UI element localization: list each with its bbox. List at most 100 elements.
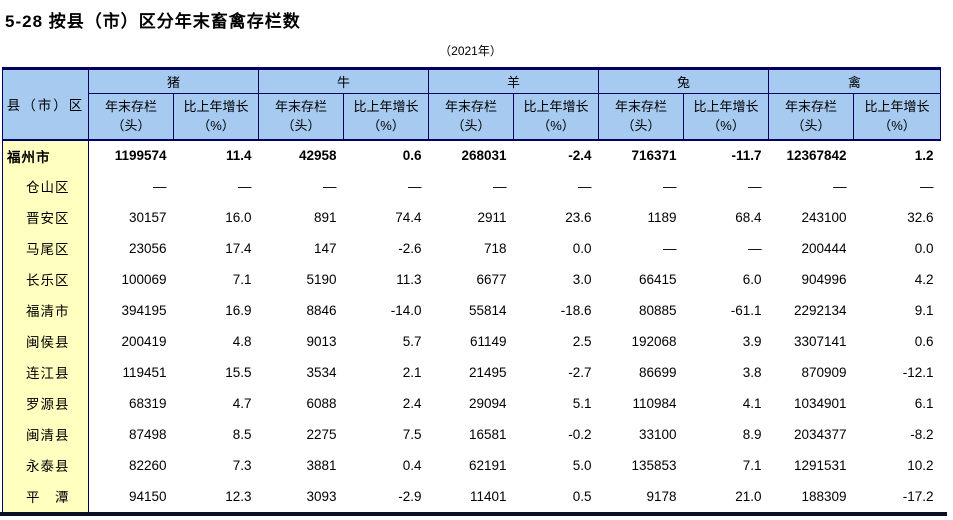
value-cell: 1291531 — [794, 457, 847, 473]
group-header-pig: 猪 — [87, 68, 260, 94]
sub-header-growth-label: 比上年增长 — [864, 98, 930, 114]
value-cell: 15.5 — [225, 364, 252, 380]
sub-header-growth-label: 比上年增长 — [523, 98, 589, 114]
value-cell: 12367842 — [786, 148, 847, 163]
group-header-row: 县（市）区 猪 牛 羊 兔 禽 — [2, 68, 941, 141]
table-row: 罗源县 68319 4.7 6088 2.4 29094 5.1 110984 4.1 10349… — [2, 387, 941, 419]
sub-header-stock-label: 年末存栏 — [785, 98, 838, 114]
sub-header-growth-label: 比上年增长 — [353, 98, 419, 114]
value-cell: 6677 — [476, 271, 507, 287]
value-cell: 1199574 — [114, 148, 167, 163]
region-label: 福州市 — [2, 139, 89, 171]
value-cell: 5.0 — [572, 457, 592, 473]
corner-header-region: 县（市）区 — [2, 68, 89, 141]
sub-header-stock: 年末存栏 （头） — [768, 93, 855, 141]
sub-header-stock-unit: （头） — [111, 118, 151, 134]
sub-header-row: 年末存栏 （头） 比上年增长 （%） 年末存栏 （头） 比上年增长 （%） 年末存栏 （头… — [3, 93, 941, 141]
sub-header-stock-unit: （头） — [451, 118, 491, 134]
value-cell: 1034901 — [794, 395, 847, 411]
value-cell: -14.0 — [390, 302, 422, 318]
value-cell: -2.9 — [398, 488, 422, 504]
sub-header-stock: 年末存栏 （头） — [598, 93, 685, 141]
sub-header-growth: 比上年增长 （%） — [172, 93, 260, 141]
sub-header-growth-unit: （%） — [707, 118, 745, 134]
value-cell: 0.6 — [402, 148, 422, 163]
value-cell: 394195 — [121, 302, 167, 318]
region-label: 马尾区 — [2, 232, 89, 264]
value-cell: — — [408, 178, 422, 194]
value-cell: 100069 — [121, 271, 167, 287]
value-cell: -11.7 — [731, 148, 762, 163]
value-cell: 200444 — [801, 240, 847, 256]
value-cell: 1189 — [647, 209, 677, 225]
table-row: 长乐区 100069 7.1 5190 11.3 6677 3.0 66415 6.0 90499… — [2, 263, 941, 295]
value-cell: 1.2 — [914, 148, 934, 163]
sub-header-growth: 比上年增长 （%） — [343, 93, 430, 141]
sub-header-growth-unit: （%） — [197, 118, 235, 134]
value-cell: 7.1 — [742, 457, 762, 473]
value-cell: 12.3 — [225, 488, 252, 504]
value-cell: — — [748, 240, 762, 256]
value-cell: 10.2 — [907, 457, 934, 473]
value-cell: 904996 — [801, 271, 847, 287]
sub-header-stock-label: 年末存栏 — [445, 98, 498, 114]
table-header: 县（市）区 猪 牛 羊 兔 禽 年末存栏 （头） 比上年增长 （%） 年末存栏 （头）… — [2, 68, 941, 141]
value-cell: 16581 — [468, 426, 507, 442]
region-label: 闽侯县 — [2, 325, 89, 357]
value-cell: 87498 — [128, 426, 167, 442]
region-label: 长乐区 — [2, 263, 89, 295]
value-cell: 3093 — [306, 488, 337, 504]
value-cell: 119451 — [122, 364, 167, 380]
value-cell: 718 — [484, 240, 507, 256]
value-cell: 3.8 — [742, 364, 762, 380]
value-cell: -8.2 — [910, 426, 934, 442]
value-cell: 8.5 — [232, 426, 252, 442]
value-cell: 0.0 — [914, 240, 934, 256]
region-label: 仓山区 — [2, 170, 89, 202]
value-cell: 188309 — [801, 488, 847, 504]
value-cell: 7.3 — [232, 457, 252, 473]
value-cell: 4.2 — [914, 271, 934, 287]
bottom-bar — [0, 511, 947, 516]
value-cell: 3.0 — [572, 271, 592, 287]
value-cell: -0.2 — [568, 426, 592, 442]
value-cell: 16.9 — [225, 302, 252, 318]
region-label: 晋安区 — [2, 201, 89, 233]
value-cell: -2.4 — [568, 148, 592, 163]
table-row: 晋安区 30157 16.0 891 74.4 2911 23.6 1189 68.4 24310… — [2, 201, 941, 233]
value-cell: 2.5 — [572, 333, 592, 349]
sub-header-growth: 比上年增长 （%） — [683, 93, 770, 141]
sub-header-growth-unit: （%） — [537, 118, 575, 134]
value-cell: — — [323, 178, 337, 194]
table-row: 永泰县 82260 7.3 3881 0.4 62191 5.0 135853 7.1 12915… — [2, 449, 941, 481]
value-cell: — — [578, 178, 592, 194]
sub-header-growth-unit: （%） — [367, 118, 405, 134]
value-cell: -2.6 — [398, 240, 422, 256]
value-cell: 11401 — [469, 488, 507, 504]
table-row: 仓山区 — — — — — — — — — — — [2, 170, 941, 202]
table-row: 闽清县 87498 8.5 2275 7.5 16581 -0.2 33100 8.9 20343… — [2, 418, 941, 450]
table-year-subtitle: （2021年） — [439, 44, 502, 58]
value-cell: 268031 — [461, 148, 507, 163]
value-cell: 23.6 — [565, 209, 592, 225]
group-header-rabbit: 兔 — [598, 68, 770, 94]
value-cell: 17.4 — [225, 240, 252, 256]
sub-header-stock: 年末存栏 （头） — [258, 93, 345, 141]
value-cell: 94150 — [128, 488, 167, 504]
value-cell: 9178 — [646, 488, 677, 504]
value-cell: 5190 — [306, 271, 337, 287]
value-cell: 3307141 — [794, 333, 847, 349]
value-cell: 11.4 — [225, 148, 252, 163]
value-cell: — — [663, 178, 677, 194]
value-cell: 716371 — [631, 148, 677, 163]
sub-header-growth-label: 比上年增长 — [183, 98, 249, 114]
value-cell: 74.4 — [395, 209, 422, 225]
value-cell: 6.0 — [742, 271, 762, 287]
value-cell: 62191 — [468, 457, 507, 473]
value-cell: 0.4 — [402, 457, 422, 473]
value-cell: 23056 — [128, 240, 167, 256]
value-cell: -61.1 — [730, 302, 762, 318]
value-cell: 5.1 — [572, 395, 592, 411]
value-cell: 135853 — [631, 457, 677, 473]
value-cell: 32.6 — [907, 209, 934, 225]
